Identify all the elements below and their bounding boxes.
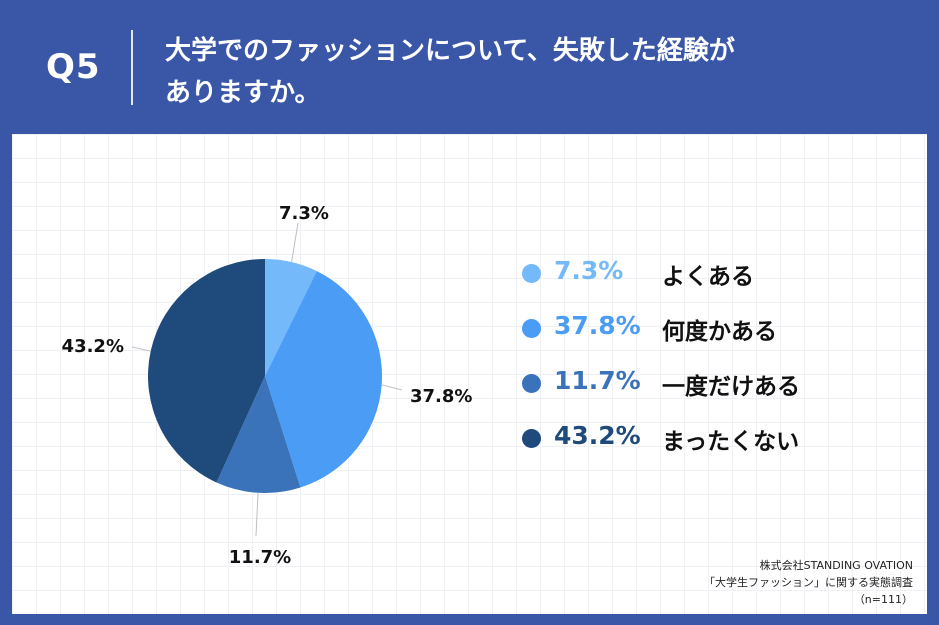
pie-data-label-0: 7.3% [279, 203, 329, 224]
pie-leader-line-2 [255, 492, 259, 537]
pie-leader-line-1 [381, 384, 403, 391]
source-survey: 「大学生ファッション」に関する実態調査 [704, 576, 913, 589]
header: Q5 大学でのファッションについて、失敗した経験が ありますか。 [0, 0, 939, 134]
pie-slice-0 [265, 259, 317, 376]
source-note: 株式会社STANDING OVATION 「大学生ファッション」に関する実態調査… [704, 557, 913, 608]
legend-dot-1 [522, 319, 541, 338]
legend-value-0: 7.3% [554, 256, 624, 285]
source-company: 株式会社STANDING OVATION [759, 559, 913, 572]
pie-leader-line-3 [131, 346, 151, 352]
pie-slice-2 [216, 376, 301, 494]
source-sample-size: （n=111） [853, 593, 913, 606]
pie-data-label-3: 43.2% [62, 336, 124, 357]
legend-label-1: 何度かある [662, 319, 777, 345]
pie-slice-3 [148, 259, 265, 483]
pie-leader-line-0 [291, 222, 299, 263]
question-number: Q5 [46, 47, 101, 87]
chart-panel: 7.3% 37.8% 11.7% 43.2% 7.3% よくある 37.8% 何度かあ… [12, 134, 927, 614]
legend-dot-2 [522, 374, 541, 393]
question-title-line-2: ありますか。 [165, 78, 321, 108]
legend-dot-3 [522, 429, 541, 448]
pie-slice-1 [265, 271, 382, 488]
legend-value-3: 43.2% [554, 421, 641, 450]
legend-dot-0 [522, 264, 541, 283]
legend-value-2: 11.7% [554, 366, 641, 395]
header-divider [131, 30, 133, 105]
question-title: 大学でのファッションについて、失敗した経験が ありますか。 [165, 30, 885, 114]
legend-label-0: よくある [662, 264, 754, 290]
question-title-line-1: 大学でのファッションについて、失敗した経験が [165, 36, 735, 66]
pie-data-label-1: 37.8% [410, 386, 472, 407]
legend-label-3: まったくない [662, 429, 800, 455]
pie-chart: 7.3% 37.8% 11.7% 43.2% [62, 203, 473, 568]
legend-label-2: 一度だけある [662, 374, 800, 400]
pie-data-label-2: 11.7% [229, 547, 291, 568]
legend-value-1: 37.8% [554, 311, 641, 340]
